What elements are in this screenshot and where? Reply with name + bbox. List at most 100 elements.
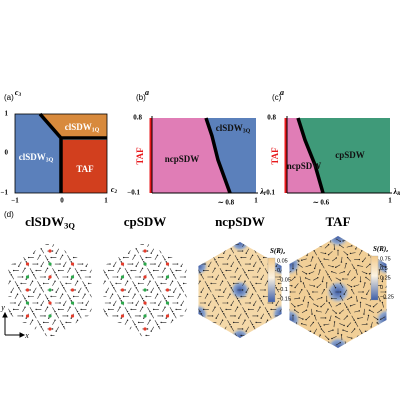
spin-head bbox=[150, 274, 152, 276]
spin bbox=[264, 281, 268, 286]
spin bbox=[365, 303, 371, 307]
spin-head bbox=[326, 236, 328, 237]
spin-head bbox=[253, 265, 255, 267]
spin-head bbox=[124, 289, 126, 291]
side-label: TAF bbox=[270, 147, 280, 165]
spin-head bbox=[338, 244, 341, 246]
spin-head bbox=[327, 274, 329, 276]
spin-head bbox=[192, 298, 193, 299]
spin bbox=[63, 261, 67, 267]
spin-head bbox=[348, 236, 350, 237]
site bbox=[120, 327, 125, 331]
spin-head bbox=[193, 279, 194, 280]
spin-head bbox=[164, 306, 166, 308]
spin-head bbox=[279, 315, 281, 317]
spin-head bbox=[301, 289, 303, 291]
spin-head bbox=[115, 282, 117, 285]
spin-head bbox=[384, 291, 387, 293]
spin-head bbox=[156, 293, 159, 295]
spin bbox=[361, 297, 367, 300]
site bbox=[188, 314, 191, 317]
spin-head bbox=[351, 289, 353, 291]
spin bbox=[74, 281, 78, 286]
spin-head bbox=[347, 308, 349, 310]
spin-head bbox=[35, 269, 37, 272]
site bbox=[165, 275, 170, 279]
site bbox=[143, 236, 146, 239]
site bbox=[48, 301, 52, 305]
spin-head bbox=[245, 313, 247, 315]
spin-head bbox=[55, 291, 57, 293]
spin-head bbox=[164, 267, 166, 269]
spin bbox=[343, 251, 348, 255]
spin bbox=[99, 314, 102, 319]
spin bbox=[215, 313, 220, 319]
spin-head bbox=[302, 300, 305, 302]
spin-head bbox=[190, 296, 191, 297]
spin-head bbox=[84, 324, 86, 326]
text: clSDW bbox=[65, 122, 92, 132]
spin bbox=[154, 281, 158, 286]
spot bbox=[180, 196, 205, 221]
spin-head bbox=[327, 308, 329, 310]
spin-head bbox=[354, 276, 356, 279]
spin-head bbox=[111, 324, 114, 326]
spin-head bbox=[304, 339, 306, 341]
spin bbox=[208, 326, 212, 332]
spin bbox=[316, 297, 322, 300]
spin-head bbox=[54, 280, 56, 282]
colorbar-tick: 0.75 bbox=[380, 256, 391, 262]
spin bbox=[14, 320, 18, 325]
spin-head bbox=[14, 263, 16, 265]
spin-head bbox=[80, 269, 82, 272]
spin-head bbox=[308, 336, 310, 339]
spin-head bbox=[282, 268, 283, 269]
spin bbox=[298, 289, 303, 295]
spin bbox=[335, 277, 341, 281]
spin bbox=[369, 309, 375, 314]
spin bbox=[382, 276, 384, 282]
texture-title: cpSDW bbox=[124, 214, 167, 229]
spin bbox=[124, 268, 128, 273]
spin bbox=[298, 316, 303, 320]
spin-head bbox=[291, 285, 293, 287]
colorbar-tick: −0.05 bbox=[277, 277, 291, 283]
spin bbox=[245, 248, 250, 254]
spin-head bbox=[165, 261, 167, 263]
spin bbox=[212, 268, 216, 273]
spin-head bbox=[33, 313, 35, 315]
spin-head bbox=[164, 298, 166, 300]
spin-head bbox=[146, 328, 149, 330]
spin-head bbox=[141, 259, 144, 261]
spin-head bbox=[188, 261, 189, 262]
spin bbox=[44, 268, 48, 273]
spin bbox=[314, 315, 317, 321]
spin-head bbox=[74, 250, 76, 252]
text: S(R) bbox=[270, 247, 283, 255]
spin bbox=[132, 242, 136, 247]
spin-head bbox=[328, 302, 330, 304]
spin-head bbox=[245, 274, 247, 276]
spin bbox=[74, 307, 78, 312]
spin bbox=[234, 294, 238, 299]
spin-head bbox=[219, 289, 221, 291]
spin-head bbox=[160, 243, 162, 246]
spin bbox=[227, 242, 231, 247]
spin-head bbox=[305, 273, 308, 275]
spin-head bbox=[120, 278, 122, 280]
spin-head bbox=[179, 293, 181, 295]
spin bbox=[85, 287, 90, 293]
spin-head bbox=[14, 302, 16, 304]
spot bbox=[198, 255, 209, 277]
spin-head bbox=[264, 289, 266, 291]
tick-label: 0.8 bbox=[133, 114, 142, 122]
spin-head bbox=[343, 293, 345, 295]
spin bbox=[321, 289, 325, 295]
spin-head bbox=[44, 315, 46, 317]
spin-head bbox=[297, 263, 300, 266]
spin bbox=[169, 268, 173, 273]
spin-head bbox=[156, 254, 159, 256]
spin-head bbox=[3, 318, 4, 319]
spin-head bbox=[236, 267, 239, 269]
spin-head bbox=[179, 324, 181, 326]
